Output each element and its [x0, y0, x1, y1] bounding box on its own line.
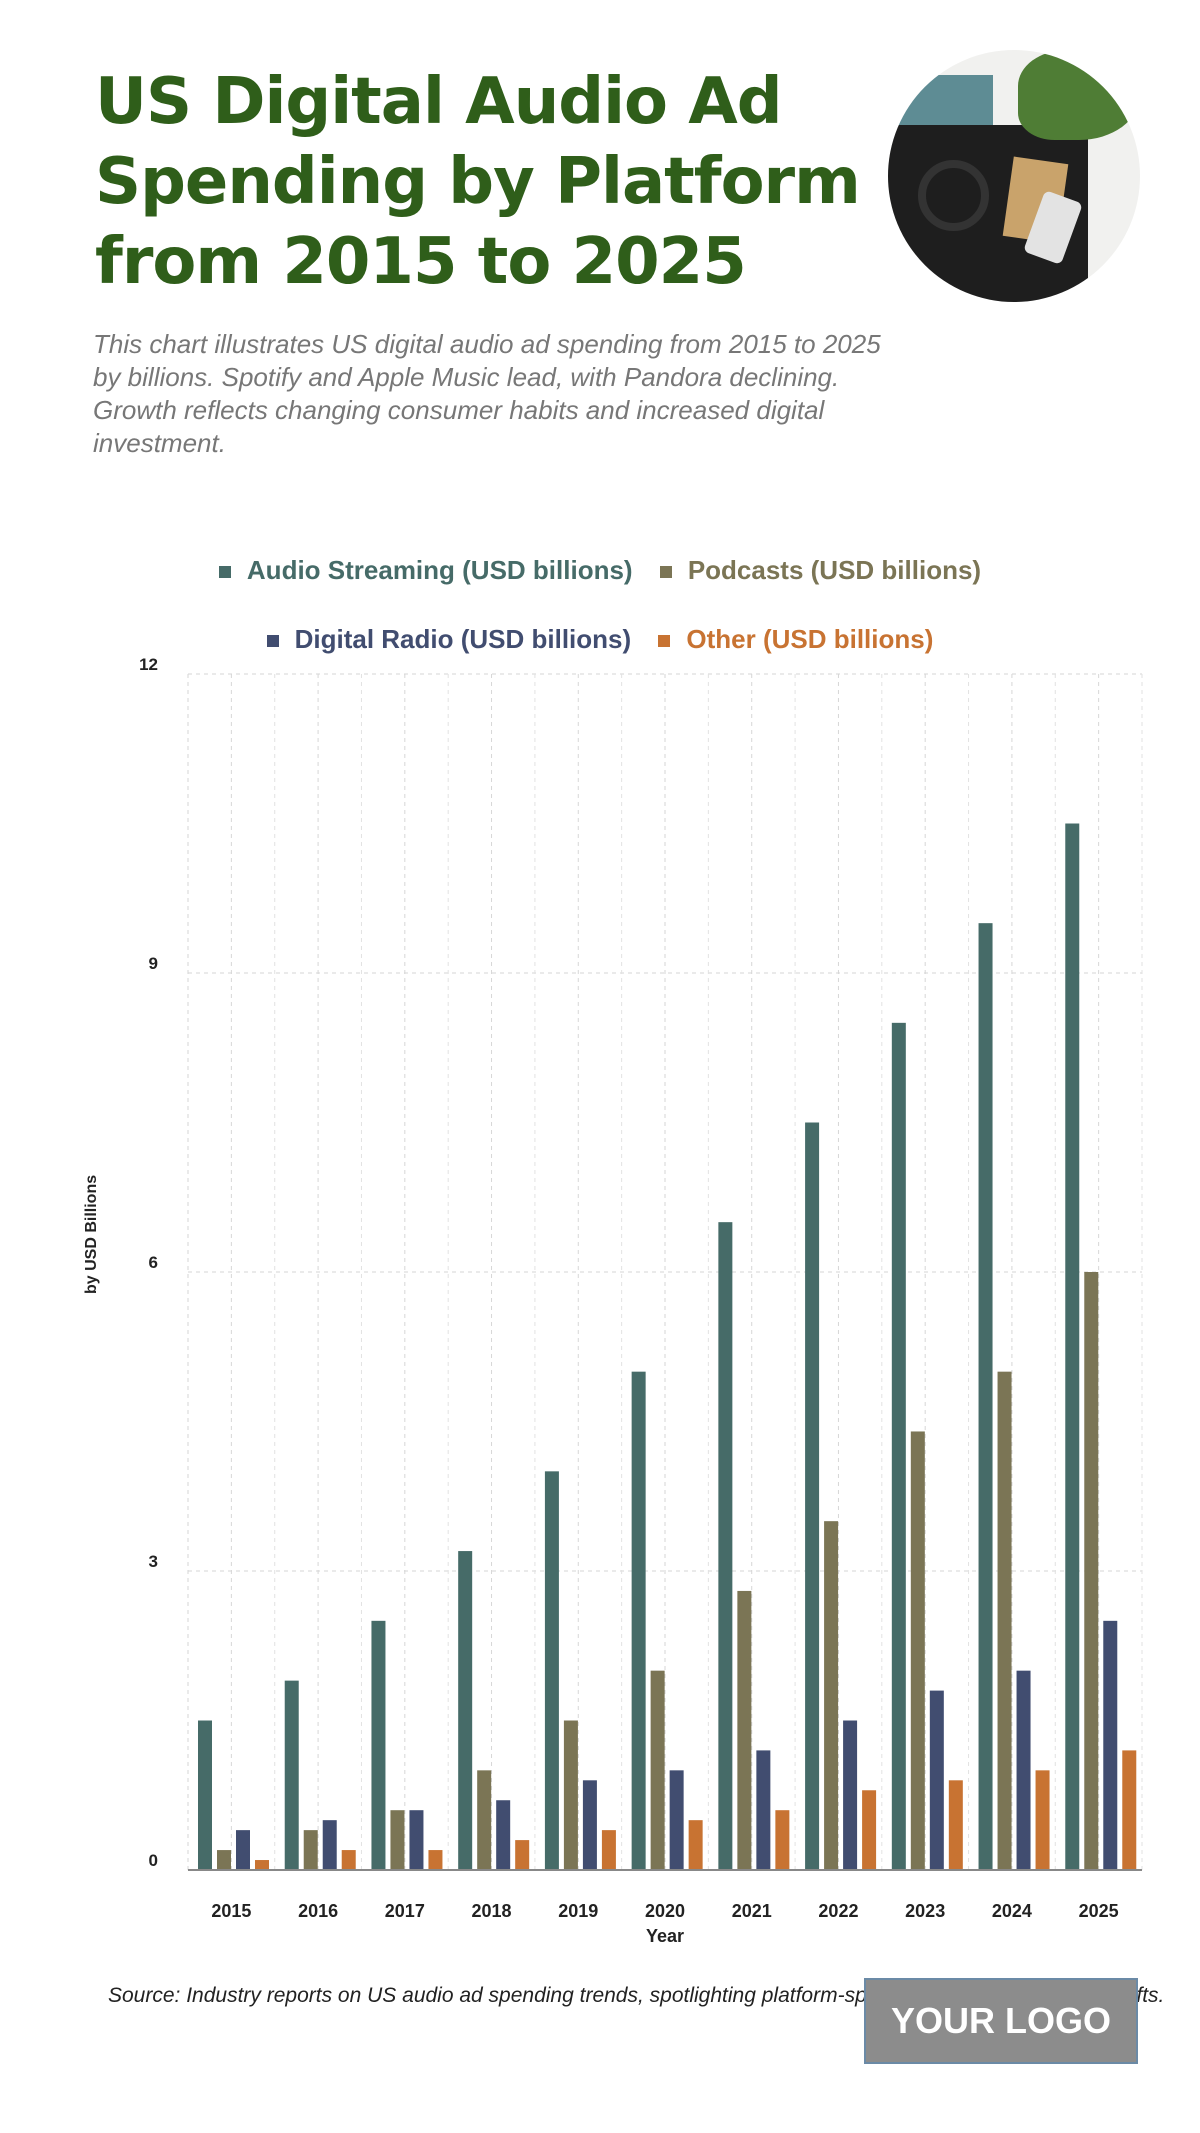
bar-audio-streaming [718, 1222, 733, 1870]
legend-swatch [218, 566, 231, 579]
page-subtitle: This chart illustrates US digital audio … [93, 329, 881, 458]
bar-audio-streaming [544, 1471, 559, 1870]
x-tick-label: 2022 [818, 1901, 858, 1921]
legend-item: Audio Streaming (USD billions) [218, 555, 633, 585]
bar-digital-radio [409, 1810, 424, 1870]
x-tick-label: 2025 [1079, 1901, 1119, 1921]
legend-item: Podcasts (USD billions) [659, 555, 982, 585]
legend-label: Other (USD billions) [686, 624, 934, 654]
bar-podcasts [824, 1521, 839, 1870]
y-tick-label: 0 [149, 1851, 158, 1870]
bar-other [255, 1860, 269, 1870]
y-tick-label: 6 [149, 1253, 158, 1272]
bar-audio-streaming [978, 923, 993, 1870]
bar-other [948, 1780, 963, 1870]
bar-other [341, 1850, 356, 1870]
bar-digital-radio [756, 1750, 771, 1870]
x-tick-label: 2021 [732, 1901, 772, 1921]
legend-label: Digital Radio (USD billions) [294, 624, 632, 654]
bar-audio-streaming [198, 1720, 212, 1870]
legend-row-1: Audio Streaming (USD billions) Podcasts … [0, 555, 1200, 586]
y-tick-label: 3 [149, 1552, 158, 1571]
legend-row-2: Digital Radio (USD billions) Other (USD … [0, 624, 1200, 655]
bar-digital-radio [843, 1720, 858, 1870]
page-title: US Digital Audio Ad Spending by Platform… [95, 65, 861, 299]
bar-podcasts [997, 1371, 1012, 1870]
logo-placeholder: YOUR LOGO [864, 1978, 1138, 2064]
x-tick-label: 2024 [992, 1901, 1032, 1921]
desk-photo [888, 50, 1140, 302]
bar-digital-radio [322, 1820, 337, 1870]
bar-digital-radio [929, 1690, 944, 1870]
legend-label: Podcasts (USD billions) [687, 555, 982, 585]
bar-digital-radio [1103, 1620, 1118, 1870]
bar-other [1122, 1750, 1137, 1870]
bar-audio-streaming [805, 1122, 820, 1870]
bar-podcasts [650, 1670, 665, 1870]
bar-podcasts [910, 1431, 925, 1870]
bar-audio-streaming [891, 1022, 906, 1870]
bar-other [1035, 1770, 1050, 1870]
legend-label: Audio Streaming (USD billions) [246, 555, 633, 585]
bar-audio-streaming [371, 1620, 386, 1870]
bar-podcasts [303, 1830, 318, 1870]
bar-other [601, 1830, 616, 1870]
legend-swatch [266, 635, 279, 648]
bar-digital-radio [582, 1780, 597, 1870]
bar-podcasts [563, 1720, 578, 1870]
x-tick-label: 2019 [558, 1901, 598, 1921]
y-tick-label: 12 [139, 655, 158, 674]
bar-podcasts [217, 1850, 231, 1870]
bar-digital-radio [236, 1830, 250, 1870]
legend-item: Other (USD billions) [658, 624, 933, 654]
y-tick-label: 9 [149, 954, 158, 973]
bar-podcasts [477, 1770, 492, 1870]
bar-digital-radio [1016, 1670, 1031, 1870]
bar-other [862, 1790, 877, 1870]
x-tick-label: 2016 [298, 1901, 338, 1921]
bar-audio-streaming [284, 1680, 299, 1870]
legend-swatch [658, 635, 671, 648]
legend-item: Digital Radio (USD billions) [266, 624, 632, 654]
bar-audio-streaming [1065, 823, 1080, 1870]
x-tick-label: 2023 [905, 1901, 945, 1921]
bar-podcasts [1084, 1272, 1099, 1870]
x-tick-label: 2020 [645, 1901, 685, 1921]
bar-other [688, 1820, 703, 1870]
x-tick-label: 2017 [385, 1901, 425, 1921]
bar-digital-radio [669, 1770, 684, 1870]
legend-swatch [659, 566, 672, 579]
bar-other [428, 1850, 443, 1870]
x-axis-label: Year [646, 1926, 684, 1946]
bar-other [515, 1840, 530, 1870]
x-tick-label: 2015 [211, 1901, 251, 1921]
bar-audio-streaming [458, 1551, 473, 1870]
bar-digital-radio [496, 1800, 511, 1870]
bar-podcasts [737, 1590, 752, 1870]
bar-podcasts [390, 1810, 405, 1870]
bar-audio-streaming [631, 1371, 646, 1870]
bar-other [775, 1810, 790, 1870]
x-tick-label: 2018 [472, 1901, 512, 1921]
